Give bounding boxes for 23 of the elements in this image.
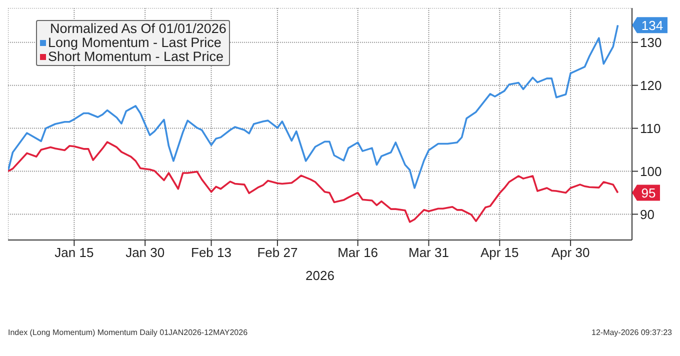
text: Index (Long Momentum) Momentum Daily 01JAN2026-12MAY2026: [8, 328, 248, 337]
y-tick-label: 110: [640, 120, 661, 136]
x-tick-label: Mar 31: [408, 245, 449, 260]
legend-label: Short Momentum - Last Price: [48, 49, 224, 64]
y-tick-label: 130: [640, 34, 662, 50]
line-series: [8, 141, 619, 223]
x-tick-label: Feb 27: [257, 245, 298, 260]
x-tick-label: Jan 30: [126, 245, 165, 260]
y-tick-label: 120: [640, 78, 662, 93]
data-label: 95: [641, 186, 656, 201]
legend-label: Long Momentum - Last Price: [48, 35, 222, 50]
x-tick-label: Mar 16: [338, 245, 378, 260]
legend-title: Normalized As Of 01/01/2026: [49, 21, 226, 36]
y-tick-label: 90: [640, 206, 654, 222]
x-axis-title: 2026: [306, 268, 334, 283]
x-tick-label: Apr 15: [480, 245, 519, 260]
x-tick-label: Feb 13: [191, 245, 232, 260]
line-series: [8, 24, 619, 189]
data-label: 134: [641, 18, 664, 34]
x-tick-label: Apr 30: [551, 245, 590, 260]
y-tick-label: 100: [640, 164, 662, 179]
text: 12-May-2026 09:37:23: [592, 328, 672, 337]
x-tick-label: Jan 15: [54, 245, 94, 260]
